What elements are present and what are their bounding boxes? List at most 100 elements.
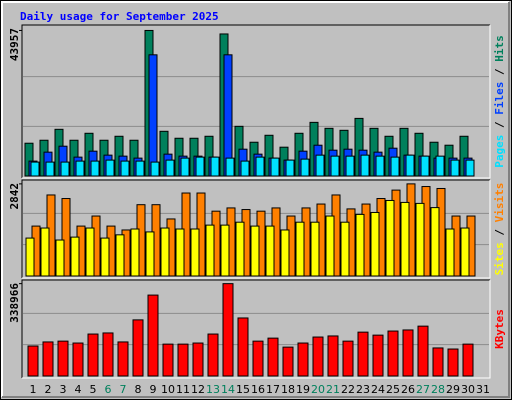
legend-separator: / <box>493 222 506 242</box>
bar <box>132 319 144 377</box>
bar <box>327 335 339 377</box>
panel-edge-light <box>22 180 491 279</box>
bar <box>462 343 474 377</box>
bar <box>270 157 280 177</box>
bar <box>372 334 384 377</box>
bar <box>420 155 430 177</box>
x-tick-label: 13 <box>206 383 220 396</box>
x-tick-label: 29 <box>446 383 460 396</box>
bar <box>405 154 415 177</box>
x-tick-label: 15 <box>236 383 250 396</box>
bar <box>190 228 200 277</box>
legend-entry: Files <box>493 82 506 115</box>
bar <box>330 155 340 177</box>
x-tick-label: 23 <box>356 383 370 396</box>
legend-entry: KBytes <box>493 309 506 349</box>
bar <box>402 329 414 377</box>
bar <box>72 342 84 377</box>
y-tick-label: 338966 <box>8 283 21 323</box>
bar <box>342 340 354 377</box>
legend: KBytes <box>493 309 506 349</box>
x-tick-label: 30 <box>461 383 475 396</box>
bar <box>285 159 295 177</box>
bar <box>40 227 50 277</box>
bar <box>117 341 129 377</box>
x-tick-label: 17 <box>266 383 280 396</box>
bar <box>295 221 305 277</box>
bar <box>60 161 70 177</box>
bar <box>162 343 174 377</box>
bar <box>75 160 85 177</box>
bar <box>120 160 130 177</box>
bar <box>57 340 69 377</box>
x-tick-label: 11 <box>176 383 190 396</box>
bar <box>237 317 249 377</box>
chart-title: Daily usage for September 2025 <box>20 10 219 23</box>
x-tick-label: 4 <box>75 383 82 396</box>
x-tick-label: 26 <box>401 383 415 396</box>
x-tick-label: 5 <box>90 383 97 396</box>
panel-edge-light <box>22 280 491 379</box>
y-tick-label: 2842 <box>8 183 21 210</box>
x-tick-label: 19 <box>296 383 310 396</box>
legend: Pages / Files / Hits <box>493 35 506 168</box>
bar <box>55 239 65 277</box>
x-tick-label: 20 <box>311 383 325 396</box>
panel-edge-dark <box>21 179 490 278</box>
bar <box>45 161 55 177</box>
bar <box>340 221 350 277</box>
bar <box>27 345 39 377</box>
bar <box>250 225 260 277</box>
bar <box>145 231 155 277</box>
bar <box>415 202 425 277</box>
bar <box>325 215 335 277</box>
x-tick-label: 28 <box>431 383 445 396</box>
bar <box>445 228 455 277</box>
x-tick-label: 18 <box>281 383 295 396</box>
bar <box>417 325 429 377</box>
bar <box>177 343 189 377</box>
bar <box>310 221 320 277</box>
panel-edge-dark <box>21 24 490 178</box>
bar <box>61 198 71 277</box>
bar <box>357 331 369 377</box>
bar <box>180 157 190 177</box>
bar <box>225 157 235 177</box>
x-tick-label: 22 <box>341 383 355 396</box>
bar <box>160 227 170 277</box>
x-tick-label: 3 <box>60 383 67 396</box>
x-tick-label: 14 <box>221 383 235 396</box>
bar <box>30 161 40 177</box>
bar <box>85 227 95 277</box>
bar <box>447 348 459 377</box>
bar <box>265 225 275 277</box>
bar <box>100 237 110 277</box>
bar <box>150 161 160 177</box>
bar <box>42 341 54 377</box>
bar <box>355 213 365 277</box>
legend-separator: / <box>493 115 506 135</box>
x-tick-label: 25 <box>386 383 400 396</box>
bar <box>148 54 158 177</box>
bar <box>147 294 159 377</box>
bar <box>105 159 115 177</box>
x-tick-label: 8 <box>135 383 142 396</box>
bar <box>460 227 470 277</box>
legend-entry: Visits <box>493 183 506 223</box>
legend: Sites / Visits <box>493 183 506 276</box>
y-tick-label: 43957 <box>8 28 21 61</box>
legend-separator: / <box>493 62 506 82</box>
bar <box>130 228 140 277</box>
legend-entry: Pages <box>493 135 506 168</box>
bar <box>252 340 264 377</box>
x-tick-label: 1 <box>30 383 37 396</box>
bar <box>300 158 310 177</box>
bar <box>192 342 204 377</box>
bar <box>375 155 385 177</box>
x-tick-label: 31 <box>476 383 490 396</box>
bar <box>465 159 475 177</box>
bar <box>387 330 399 377</box>
x-tick-label: 21 <box>326 383 340 396</box>
bar <box>370 211 380 277</box>
